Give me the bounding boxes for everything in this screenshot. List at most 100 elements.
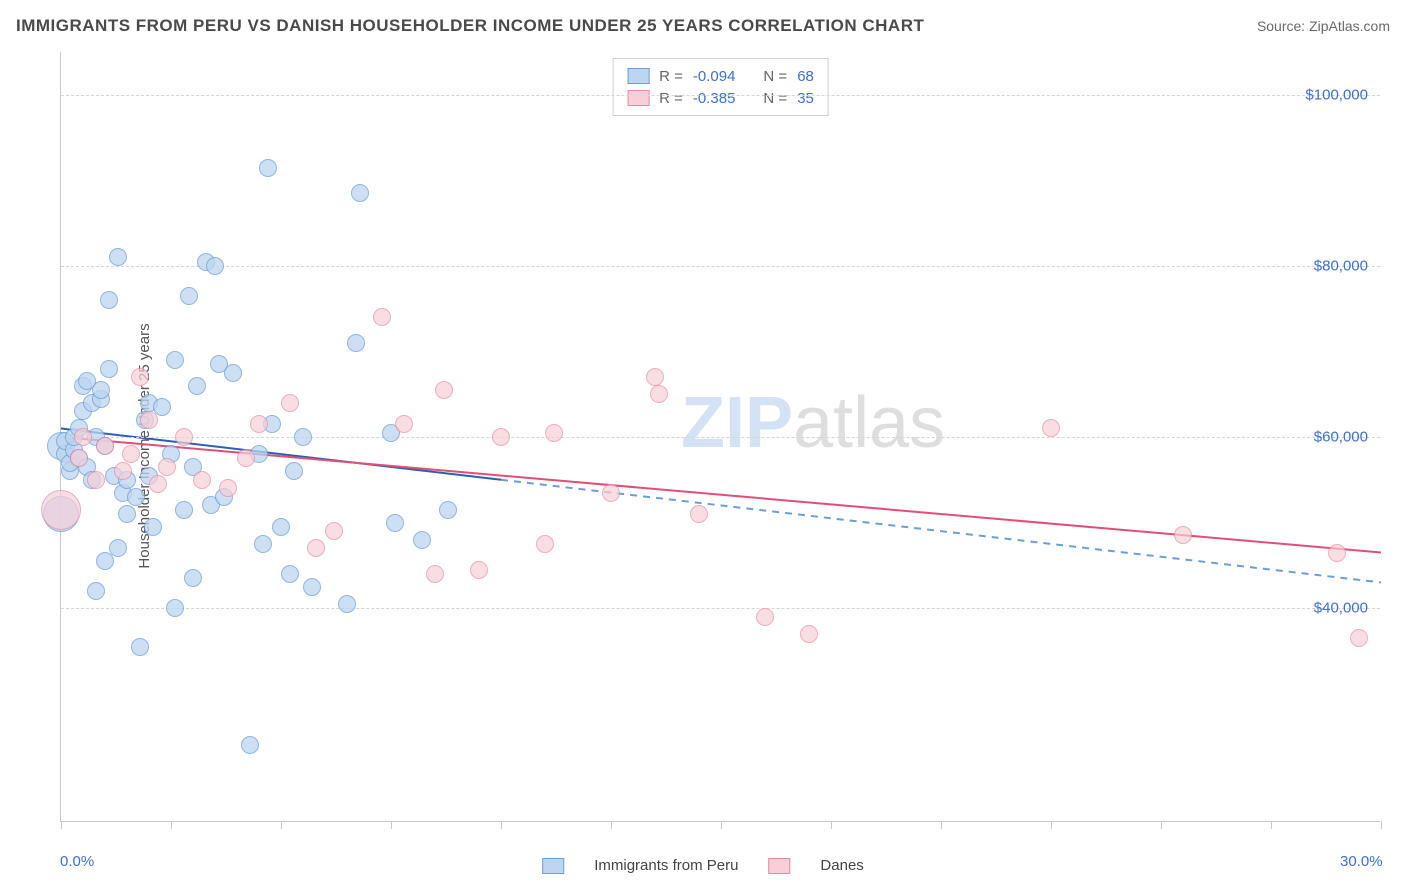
data-point [281,565,299,583]
data-point [756,608,774,626]
data-point [439,501,457,519]
x-tick [391,821,392,829]
x-tick [611,821,612,829]
data-point [646,368,664,386]
data-point [351,184,369,202]
data-point [109,248,127,266]
data-point [435,381,453,399]
data-point [395,415,413,433]
x-tick [1051,821,1052,829]
data-point [285,462,303,480]
y-tick-label: $100,000 [1305,86,1368,103]
x-tick [281,821,282,829]
data-point [166,599,184,617]
x-tick [831,821,832,829]
data-point [470,561,488,579]
data-point [1042,419,1060,437]
data-point [1174,526,1192,544]
data-point [149,475,167,493]
data-point [206,257,224,275]
x-tick [1271,821,1272,829]
data-point [166,351,184,369]
data-point [1350,629,1368,647]
data-point [426,565,444,583]
data-point [1328,544,1346,562]
swatch-peru [542,858,564,874]
gridline [61,608,1380,609]
data-point [602,484,620,502]
data-point [373,308,391,326]
regression-extrapolation [501,480,1381,583]
data-point [175,428,193,446]
data-point [100,360,118,378]
x-tick [941,821,942,829]
data-point [492,428,510,446]
data-point [800,625,818,643]
data-point [281,394,299,412]
data-point [127,488,145,506]
data-point [158,458,176,476]
chart-title: IMMIGRANTS FROM PERU VS DANISH HOUSEHOLD… [16,16,924,36]
data-point [650,385,668,403]
gridline [61,437,1380,438]
data-point [536,535,554,553]
data-point [96,437,114,455]
x-tick [501,821,502,829]
data-point [219,479,237,497]
legend-label-peru: Immigrants from Peru [594,857,738,874]
data-point [109,539,127,557]
y-tick-label: $60,000 [1314,429,1368,446]
data-point [92,381,110,399]
data-point [303,578,321,596]
legend-label-danes: Danes [820,857,863,874]
data-point [87,582,105,600]
source-attribution: Source: ZipAtlas.com [1257,18,1390,34]
data-point [224,364,242,382]
data-point [131,368,149,386]
data-point [100,291,118,309]
data-point [241,736,259,754]
y-tick-label: $80,000 [1314,257,1368,274]
data-point [175,501,193,519]
gridline [61,266,1380,267]
gridline [61,95,1380,96]
data-point [41,490,81,530]
data-point [131,638,149,656]
data-point [272,518,290,536]
data-point [545,424,563,442]
x-tick [61,821,62,829]
data-point [188,377,206,395]
x-tick [721,821,722,829]
data-point [118,505,136,523]
data-point [347,334,365,352]
x-axis-label: 0.0% [60,853,94,870]
title-bar: IMMIGRANTS FROM PERU VS DANISH HOUSEHOLD… [16,16,1390,36]
data-point [70,449,88,467]
x-axis-label: 30.0% [1340,853,1383,870]
data-point [180,287,198,305]
data-point [325,522,343,540]
scatter-plot: ZIPatlas R = -0.094 N = 68 R = -0.385 N … [60,52,1380,822]
data-point [338,595,356,613]
y-tick-label: $40,000 [1314,600,1368,617]
x-tick [1381,821,1382,829]
data-point [193,471,211,489]
data-point [294,428,312,446]
x-tick [171,821,172,829]
swatch-danes [768,858,790,874]
series-legend: Immigrants from Peru Danes [542,857,864,874]
data-point [140,411,158,429]
data-point [184,569,202,587]
data-point [114,462,132,480]
data-point [144,518,162,536]
data-point [386,514,404,532]
data-point [254,535,272,553]
x-tick [1161,821,1162,829]
data-point [237,449,255,467]
data-point [122,445,140,463]
data-point [307,539,325,557]
data-point [690,505,708,523]
data-point [87,471,105,489]
data-point [74,428,92,446]
data-point [413,531,431,549]
